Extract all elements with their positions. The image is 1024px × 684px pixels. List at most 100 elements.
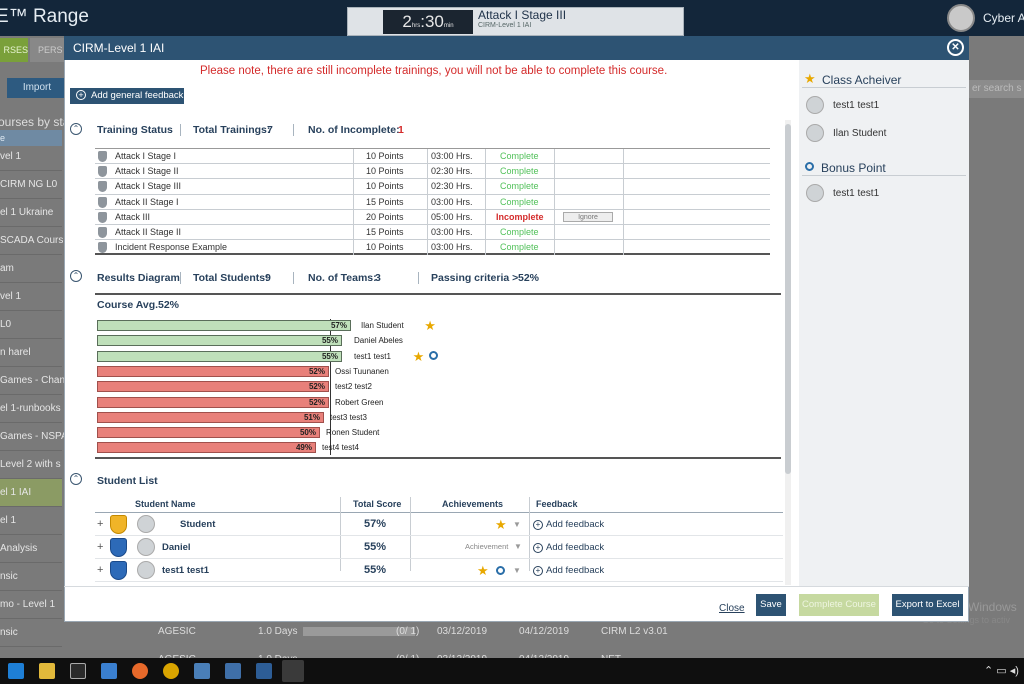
- course-row[interactable]: SCADA Cours: [0, 227, 63, 255]
- training-name: Incident Response Example: [115, 242, 228, 253]
- add-feedback-button[interactable]: + Add feedback: [533, 519, 604, 530]
- student-name[interactable]: test1 test1: [162, 565, 209, 576]
- passing-criteria-label: Passing criteria >: [431, 272, 519, 284]
- shield-icon: [98, 196, 107, 208]
- close-icon[interactable]: ✕: [947, 39, 964, 56]
- network-icon[interactable]: [225, 663, 241, 679]
- course-row[interactable]: Analysis: [0, 535, 62, 563]
- course-table-header: e: [0, 130, 62, 146]
- course-row[interactable]: mo - Level 1: [0, 591, 62, 619]
- column-divider: [353, 209, 354, 225]
- course-row[interactable]: vel 1: [0, 143, 62, 171]
- ignore-button[interactable]: Ignore: [563, 211, 613, 222]
- add-feedback-button[interactable]: + Add feedback: [533, 565, 604, 576]
- bar-student-name: Robert Green: [335, 397, 384, 407]
- course-row[interactable]: nsic: [0, 563, 62, 591]
- expand-icon[interactable]: +: [97, 564, 104, 576]
- close-link[interactable]: Close: [719, 603, 745, 614]
- column-divider: [353, 179, 354, 195]
- bonus-point-title: Bonus Point: [821, 161, 886, 175]
- training-time: 02:30 Hrs.: [431, 181, 473, 192]
- active-app-icon[interactable]: [282, 660, 304, 682]
- column-divider: [554, 240, 555, 256]
- teams-value: 3: [375, 272, 381, 284]
- add-feedback-label: Add feedback: [546, 519, 605, 530]
- save-button[interactable]: Save: [756, 594, 786, 616]
- result-bar[interactable]: 52%: [97, 365, 329, 377]
- training-points: 15 Points: [366, 196, 404, 207]
- course-row[interactable]: am: [0, 255, 62, 283]
- training-status: Complete: [500, 151, 539, 161]
- header-student-name[interactable]: Student Name: [135, 499, 196, 509]
- achievement-select[interactable]: Achievement: [465, 542, 509, 551]
- result-bar[interactable]: 55%: [97, 335, 342, 347]
- tab-personal[interactable]: PERS: [30, 38, 64, 62]
- training-status: Incomplete: [496, 211, 544, 222]
- scrollbar-thumb[interactable]: [785, 124, 791, 474]
- network-app-icon[interactable]: [194, 663, 210, 679]
- result-bar[interactable]: 52%: [97, 396, 329, 408]
- complete-course-button[interactable]: Complete Course: [799, 594, 879, 616]
- star-icon[interactable]: ★: [495, 517, 507, 532]
- system-tray[interactable]: ⌃ ▭ ◂): [984, 665, 1019, 677]
- training-time: 03:00 Hrs.: [431, 242, 473, 253]
- star-icon[interactable]: ★: [477, 563, 489, 578]
- course-row[interactable]: nsic: [0, 619, 62, 647]
- collapse-results-icon[interactable]: ⌃: [70, 270, 82, 282]
- bar-student-name: test2 test2: [335, 382, 372, 392]
- firefox-icon[interactable]: [132, 663, 148, 679]
- course-row[interactable]: vel 1: [0, 283, 62, 311]
- app-icon-2[interactable]: [256, 663, 272, 679]
- student-name[interactable]: Daniel: [162, 542, 191, 553]
- training-status-title: Training Status: [97, 124, 173, 136]
- magnifier-icon[interactable]: [496, 566, 505, 575]
- tab-courses[interactable]: RSES: [0, 38, 28, 62]
- course-row[interactable]: L0: [0, 311, 62, 339]
- folder-icon[interactable]: [39, 663, 55, 679]
- column-divider: [427, 194, 428, 210]
- search-input[interactable]: er search s: [969, 80, 1024, 98]
- course-row[interactable]: CIRM NG L0: [0, 171, 62, 199]
- chevron-down-icon[interactable]: ▼: [513, 520, 521, 529]
- course-row[interactable]: Games - NSPA: [0, 423, 68, 451]
- chrome-icon[interactable]: [163, 663, 179, 679]
- import-button[interactable]: Import: [7, 78, 67, 98]
- collapse-students-icon[interactable]: ⌃: [70, 473, 82, 485]
- course-row[interactable]: Games - Chang: [0, 367, 71, 395]
- column-divider: [353, 224, 354, 240]
- result-bar[interactable]: 57%: [97, 320, 351, 331]
- result-bar[interactable]: 52%: [97, 381, 329, 393]
- modal-title: CIRM-Level 1 IAI: [73, 41, 165, 55]
- app-icon[interactable]: [101, 663, 117, 679]
- separator: [293, 124, 294, 136]
- add-general-feedback-button[interactable]: + Add general feedback: [70, 88, 184, 104]
- add-feedback-button[interactable]: + Add feedback: [533, 542, 604, 553]
- course-row[interactable]: el 1-runbooks: [0, 395, 62, 423]
- rank-badge: [110, 561, 127, 580]
- chevron-down-icon[interactable]: ▼: [514, 542, 522, 551]
- result-bar[interactable]: 50%: [97, 427, 320, 439]
- ie-icon[interactable]: [8, 663, 24, 679]
- result-bar[interactable]: 51%: [97, 411, 324, 423]
- avatar: [137, 515, 155, 533]
- column-divider: [353, 164, 354, 180]
- result-bar[interactable]: 55%: [97, 350, 342, 362]
- collapse-training-icon[interactable]: ⌃: [70, 123, 82, 135]
- result-bar[interactable]: 49%: [97, 442, 316, 454]
- course-row[interactable]: Level 2 with s: [0, 451, 62, 479]
- course-row[interactable]: el 1: [0, 507, 62, 535]
- header-total-score[interactable]: Total Score: [353, 499, 402, 509]
- export-to-excel-button[interactable]: Export to Excel: [892, 594, 963, 616]
- student-name[interactable]: Student: [180, 519, 216, 530]
- expand-icon[interactable]: +: [97, 518, 104, 530]
- course-row[interactable]: el 1 Ukraine: [0, 199, 62, 227]
- shield-icon: [98, 166, 107, 178]
- expand-icon[interactable]: +: [97, 541, 104, 553]
- terminal-icon[interactable]: [70, 663, 86, 679]
- user-avatar[interactable]: [947, 4, 975, 32]
- course-row[interactable]: n harel: [0, 339, 62, 367]
- course-row[interactable]: el 1 IAI: [0, 479, 62, 507]
- total-students-value: 9: [265, 272, 271, 284]
- chevron-down-icon[interactable]: ▼: [513, 566, 521, 575]
- user-name[interactable]: Cyber A: [983, 11, 1024, 25]
